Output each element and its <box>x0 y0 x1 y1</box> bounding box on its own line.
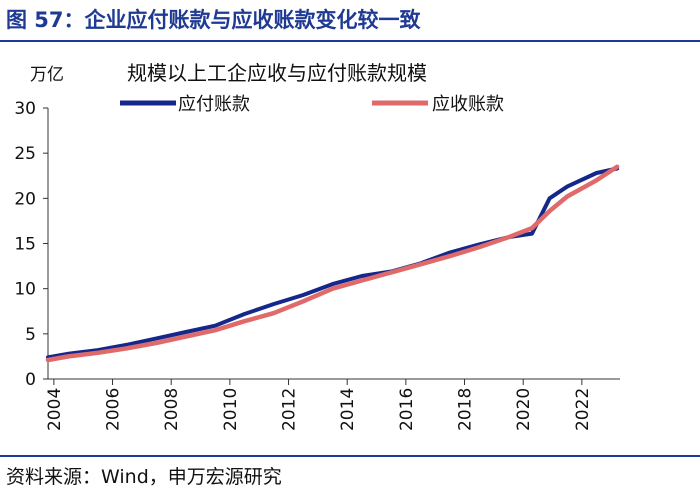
legend-label-payables: 应付账款 <box>178 94 250 115</box>
y-tick-label: 5 <box>25 325 36 345</box>
axes: 0 5 10 15 20 25 30 2004 2006 2008 2010 2012 2014 2016… <box>14 99 620 431</box>
y-tick-label: 0 <box>25 370 36 390</box>
legend-label-receivables: 应收账款 <box>432 94 504 115</box>
x-tick-label: 2022 <box>573 388 593 431</box>
x-tick-label: 2012 <box>280 388 300 431</box>
y-tick-label: 20 <box>14 189 36 209</box>
source-rule <box>0 455 700 457</box>
x-tick-label: 2006 <box>104 388 124 431</box>
series-line-payables <box>46 166 620 360</box>
series-group <box>45 164 620 363</box>
title-rule <box>0 40 700 42</box>
source-note: 资料来源：Wind，申万宏源研究 <box>6 466 282 488</box>
figure-title: 图 57：企业应付账款与应收账款变化较一致 <box>6 8 421 32</box>
y-tick-label: 30 <box>14 99 36 119</box>
chart-title: 规模以上工企应收与应付账款规模 <box>127 61 427 85</box>
x-tick-label: 2010 <box>221 388 241 431</box>
y-tick-label: 15 <box>14 235 36 255</box>
x-tick-label: 2016 <box>397 388 417 431</box>
legend: 应付账款 应收账款 <box>120 94 504 115</box>
x-tick-label: 2018 <box>456 388 476 431</box>
x-tick-label: 2020 <box>514 388 534 431</box>
x-tick-label: 2008 <box>162 388 182 431</box>
series-line-receivables <box>45 164 620 363</box>
x-tick-label: 2014 <box>338 388 358 431</box>
x-tick-label: 2004 <box>45 388 65 431</box>
y-tick-label: 25 <box>14 144 36 164</box>
y-unit-label: 万亿 <box>30 65 64 85</box>
y-tick-label: 10 <box>14 280 36 300</box>
